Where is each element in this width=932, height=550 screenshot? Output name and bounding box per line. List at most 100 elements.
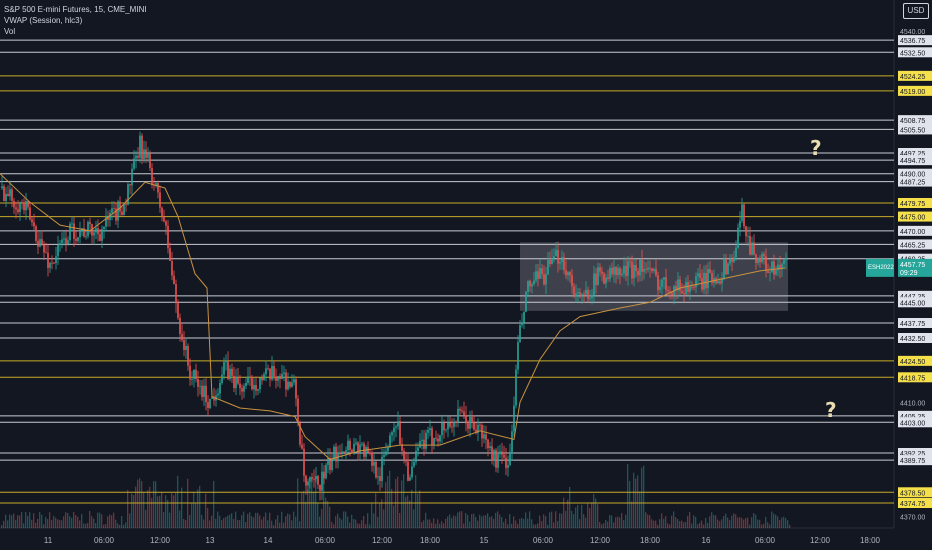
volume-bar	[243, 511, 245, 528]
volume-bar	[403, 474, 405, 528]
volume-bar	[727, 517, 729, 528]
volume-bar	[507, 524, 509, 528]
volume-bar	[405, 496, 407, 528]
candle-body	[7, 193, 9, 197]
level-label-yellow: 4418.75	[900, 375, 925, 382]
volume-bar	[207, 508, 209, 528]
volume-bar	[547, 524, 549, 528]
volume-bar	[249, 512, 251, 528]
candle-body	[389, 435, 391, 448]
volume-bar	[465, 513, 467, 528]
level-label-yellow: 4475.00	[900, 215, 925, 222]
candle-body	[399, 421, 401, 445]
candle-body	[469, 416, 471, 429]
candle-body	[561, 257, 563, 262]
candle-body	[305, 475, 307, 486]
volume-bar	[599, 521, 601, 528]
candle-body	[607, 277, 609, 279]
candle-body	[623, 265, 625, 274]
volume-bar	[699, 522, 701, 528]
volume-bar	[387, 475, 389, 528]
candle-body	[151, 168, 153, 185]
current-price-symbol: ESH2022	[868, 265, 894, 271]
volume-bar	[295, 516, 297, 528]
candle-body	[753, 242, 755, 255]
question-mark-annotation: ?	[810, 136, 822, 160]
volume-bar	[667, 523, 669, 528]
volume-bar	[115, 519, 117, 528]
candle-body	[357, 442, 359, 453]
level-label-white-bg	[898, 448, 932, 458]
volume-bar	[229, 514, 231, 528]
volume-bar	[283, 522, 285, 528]
volume-bar	[539, 515, 541, 528]
candle-body	[669, 291, 671, 293]
candle-body	[729, 258, 731, 264]
volume-bar	[299, 521, 301, 528]
candle-body	[209, 398, 211, 409]
volume-bar	[133, 495, 135, 528]
volume-bar	[715, 515, 717, 528]
candle-body	[707, 269, 709, 289]
candle-body	[309, 477, 311, 482]
candle-body	[459, 408, 461, 411]
level-label-yellow-bg	[898, 487, 932, 498]
level-label-white-bg	[898, 290, 932, 301]
volume-bar	[263, 516, 265, 528]
candle-body	[255, 385, 257, 391]
volume-bar	[523, 518, 525, 528]
legend-symbol[interactable]: S&P 500 E-mini Futures, 15, CME_MINI	[4, 5, 147, 14]
candle-body	[747, 235, 749, 237]
volume-bar	[215, 518, 217, 528]
level-label-white-bg	[898, 318, 932, 328]
candle-body	[55, 256, 57, 264]
candle-body	[191, 378, 193, 380]
candle-body	[719, 281, 721, 284]
candle-body	[695, 276, 697, 288]
volume-bar	[747, 517, 749, 528]
volume-bar	[443, 523, 445, 528]
candle-body	[543, 274, 545, 285]
volume-bar	[7, 520, 9, 528]
candle-body	[107, 215, 109, 220]
candle-body	[407, 461, 409, 481]
candle-body	[423, 439, 425, 449]
volume-bar	[225, 517, 227, 528]
candle-body	[501, 451, 503, 455]
candle-body	[717, 281, 719, 284]
volume-bar	[173, 495, 175, 528]
volume-bar	[317, 503, 319, 528]
candle-body	[263, 374, 265, 381]
candle-body	[239, 383, 241, 389]
volume-bar	[657, 524, 659, 528]
candle-body	[247, 376, 249, 383]
candle-body	[731, 258, 733, 262]
volume-bar	[573, 514, 575, 528]
candle-body	[661, 279, 663, 287]
volume-bar	[307, 489, 309, 528]
candle-body	[569, 272, 571, 276]
volume-bar	[255, 512, 257, 528]
volume-bar	[683, 522, 685, 528]
volume-bar	[641, 467, 643, 528]
currency-button[interactable]: USD	[903, 3, 929, 19]
volume-bar	[663, 518, 665, 528]
volume-bar	[309, 480, 311, 528]
candle-body	[581, 293, 583, 295]
candle-body	[681, 290, 683, 294]
candle-body	[595, 273, 597, 286]
volume-bar	[439, 523, 441, 528]
candle-body	[631, 261, 633, 279]
volume-bar	[345, 511, 347, 528]
legend-vwap[interactable]: VWAP (Session, hlc3)	[4, 16, 83, 25]
candle-body	[261, 377, 263, 381]
candle-body	[519, 325, 521, 343]
legend-vol[interactable]: Vol	[4, 27, 16, 36]
volume-bar	[661, 513, 663, 528]
candle-body	[289, 381, 291, 387]
volume-bar	[525, 512, 527, 528]
level-label-yellow-bg	[898, 211, 932, 222]
volume-bar	[183, 519, 185, 528]
volume-bar	[651, 519, 653, 528]
